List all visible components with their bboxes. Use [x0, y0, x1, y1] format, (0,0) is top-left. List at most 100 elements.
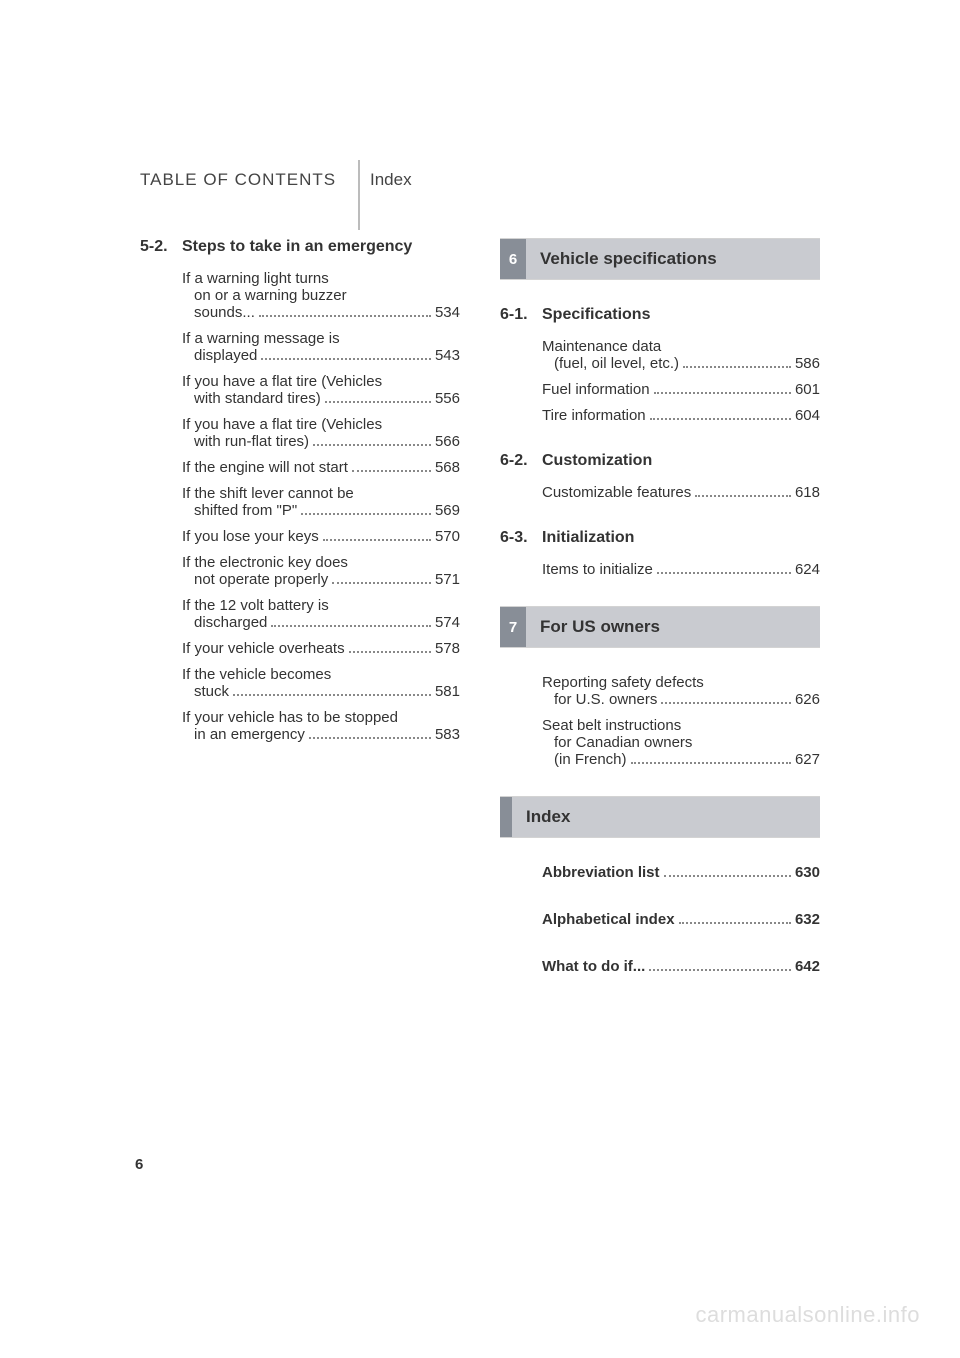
entry-text: for Canadian owners [542, 734, 692, 751]
leader-dots [352, 470, 431, 472]
section-heading: 6-1.Specifications [500, 306, 820, 324]
entry-text: Customizable features [542, 484, 691, 501]
toc-entry: If the engine will not start568 [140, 459, 460, 476]
entry-text: If you have a flat tire (Vehicles [182, 373, 382, 390]
subsection: Reporting safety defectsfor U.S. owners6… [500, 674, 820, 768]
left-column: 5-2. Steps to take in an emergency If a … [140, 238, 460, 1005]
entry-page: 583 [435, 726, 460, 743]
chapter-band: 6Vehicle specifications [500, 238, 820, 280]
entry-text: If the 12 volt battery is [182, 597, 329, 614]
leader-dots [695, 495, 791, 497]
toc-entry: Customizable features 618 [500, 484, 820, 501]
section-heading: 6-3.Initialization [500, 529, 820, 547]
entry-text: (in French) [542, 751, 627, 768]
entry-text: on or a warning buzzer [182, 287, 347, 304]
leader-dots [631, 762, 791, 764]
entry-line: Reporting safety defects [500, 674, 820, 691]
entry-page: 601 [795, 381, 820, 398]
section-title: Steps to take in an emergency [182, 238, 412, 256]
section-number: 5-2. [140, 238, 182, 256]
subsection: 6-3.InitializationItems to initialize624 [500, 529, 820, 578]
entry-page: 586 [795, 355, 820, 372]
toc-entry: shifted from "P"569 [140, 502, 460, 519]
entry-line: If a warning message is [140, 330, 460, 347]
entry-page: 569 [435, 502, 460, 519]
entry-page: 581 [435, 683, 460, 700]
toc-entry: with run-flat tires)566 [140, 433, 460, 450]
entry-line: Seat belt instructions [500, 717, 820, 734]
toc-entry: displayed543 [140, 347, 460, 364]
entry-line: for Canadian owners [500, 734, 820, 751]
subsection: Abbreviation list630Alphabetical index63… [500, 864, 820, 975]
toc-entry: in an emergency 583 [140, 726, 460, 743]
toc-title: TABLE OF CONTENTS [140, 170, 358, 190]
entry-page: 626 [795, 691, 820, 708]
toc-entry: (fuel, oil level, etc.)586 [500, 355, 820, 372]
leader-dots [649, 969, 791, 971]
toc-entry: Tire information 604 [500, 407, 820, 424]
entry-text: in an emergency [182, 726, 305, 743]
section-title: Initialization [542, 529, 634, 547]
toc-entry: Abbreviation list630 [500, 864, 820, 881]
leader-dots [323, 539, 431, 541]
leader-dots [259, 315, 431, 317]
entry-text: If your vehicle overheats [182, 640, 345, 657]
toc-entry: not operate properly571 [140, 571, 460, 588]
entry-line: If the 12 volt battery is [140, 597, 460, 614]
section-heading: 6-2.Customization [500, 452, 820, 470]
entry-text: not operate properly [182, 571, 328, 588]
entry-text: Items to initialize [542, 561, 653, 578]
entry-text: discharged [182, 614, 267, 631]
toc-entry: discharged 574 [140, 614, 460, 631]
entry-text: Seat belt instructions [542, 717, 681, 734]
entry-page: 566 [435, 433, 460, 450]
entry-text: with standard tires) [182, 390, 321, 407]
entry-text: stuck [182, 683, 229, 700]
leader-dots [332, 582, 431, 584]
entry-line: on or a warning buzzer [140, 287, 460, 304]
entry-text: If you have a flat tire (Vehicles [182, 416, 382, 433]
entry-line: Maintenance data [500, 338, 820, 355]
entry-text: displayed [182, 347, 257, 364]
leader-dots [683, 366, 791, 368]
entry-page: 534 [435, 304, 460, 321]
leader-dots [661, 702, 791, 704]
leader-dots [233, 694, 431, 696]
entry-text: What to do if... [542, 958, 645, 975]
entry-line: If your vehicle has to be stopped [140, 709, 460, 726]
section-5-2: 5-2. Steps to take in an emergency If a … [140, 238, 460, 743]
entry-text: Tire information [542, 407, 646, 424]
toc-entry: What to do if...642 [500, 958, 820, 975]
entry-text: If the engine will not start [182, 459, 348, 476]
entry-line: If the vehicle becomes [140, 666, 460, 683]
entry-page: 618 [795, 484, 820, 501]
leader-dots [657, 572, 791, 574]
section-heading: 5-2. Steps to take in an emergency [140, 238, 460, 256]
toc-index-label: Index [358, 170, 412, 190]
toc-header: TABLE OF CONTENTS Index [140, 170, 880, 190]
chapter-band: 7For US owners [500, 606, 820, 648]
chapter-number [500, 797, 512, 837]
entry-page: 604 [795, 407, 820, 424]
section-number: 6-1. [500, 306, 542, 324]
leader-dots [309, 737, 431, 739]
section-number: 6-3. [500, 529, 542, 547]
entry-line: If a warning light turns [140, 270, 460, 287]
chapter-title: For US owners [526, 607, 820, 647]
leader-dots [325, 401, 431, 403]
section-title: Customization [542, 452, 652, 470]
entry-page: 574 [435, 614, 460, 631]
entry-text: If you lose your keys [182, 528, 319, 545]
section-title: Specifications [542, 306, 650, 324]
entry-page: 627 [795, 751, 820, 768]
leader-dots [664, 875, 791, 877]
chapter-title: Index [512, 797, 820, 837]
leader-dots [313, 444, 431, 446]
watermark: carmanualsonline.info [695, 1302, 920, 1328]
section-number: 6-2. [500, 452, 542, 470]
entry-line: If the shift lever cannot be [140, 485, 460, 502]
entry-text: If a warning light turns [182, 270, 329, 287]
entry-text: Maintenance data [542, 338, 661, 355]
leader-dots [349, 651, 431, 653]
subsection: 6-1.Specifications Maintenance data(fuel,… [500, 306, 820, 424]
